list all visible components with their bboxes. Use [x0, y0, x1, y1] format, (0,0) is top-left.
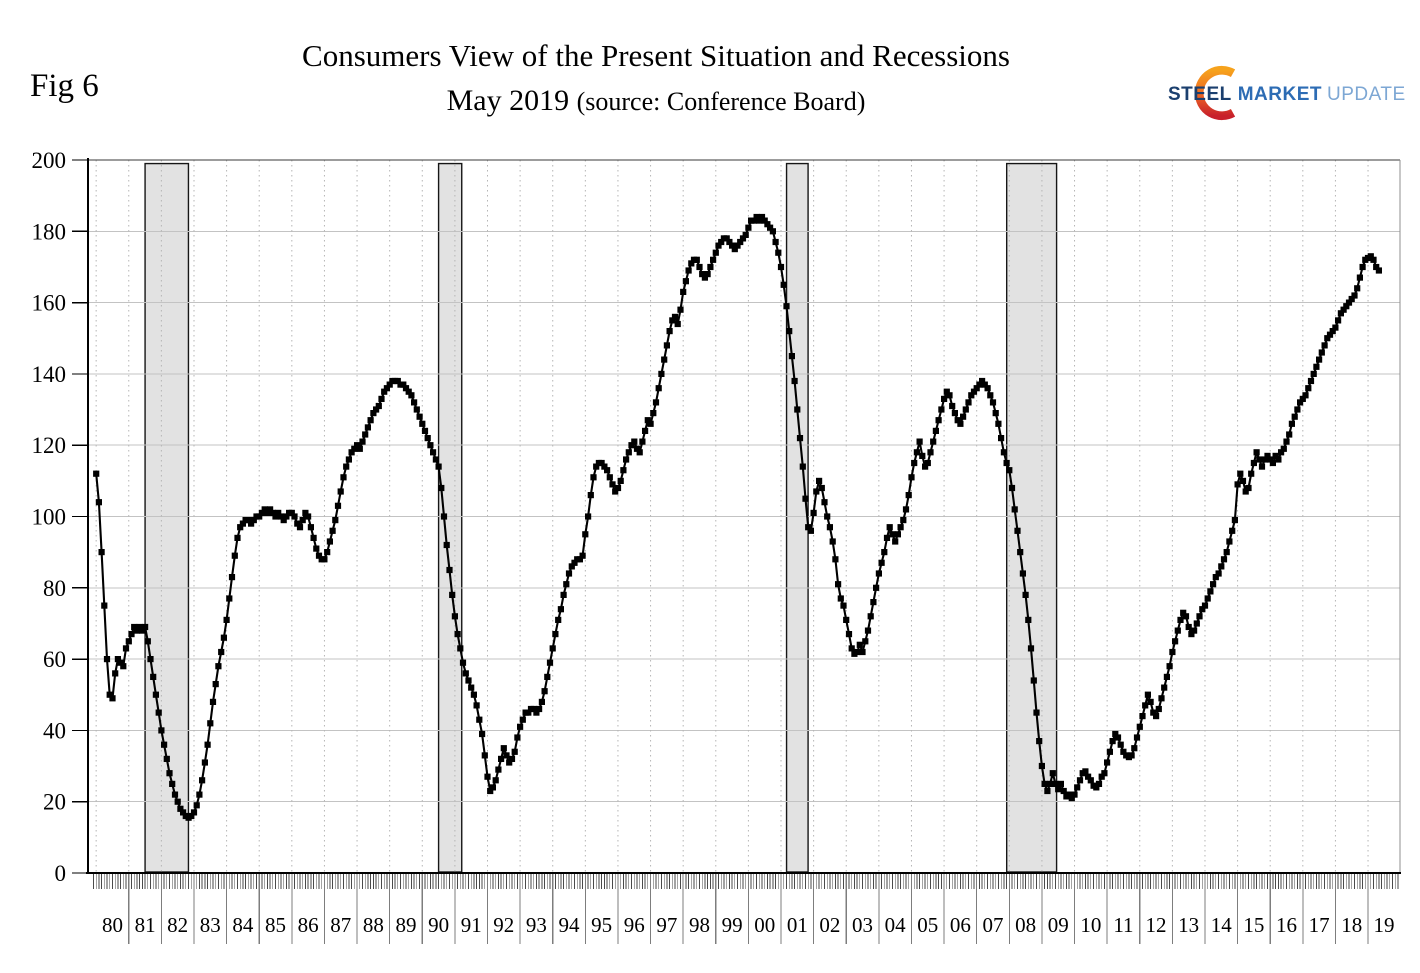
month-tick-comb: [93, 874, 1399, 889]
chart-title: Consumers View of the Present Situation …: [302, 38, 1010, 73]
horizontal-gridlines: [88, 230, 1400, 803]
x-tick-label: 05: [917, 913, 938, 937]
x-tick-label: 13: [1178, 913, 1199, 937]
x-tick-label: 83: [200, 913, 221, 937]
recession-band: [785, 162, 809, 873]
x-tick-label: 06: [950, 913, 971, 937]
recession-band: [144, 162, 190, 873]
x-tick-label: 08: [1015, 913, 1036, 937]
x-tick-label: 19: [1374, 913, 1395, 937]
smu-logo: STEEL MARKET UPDATE: [1168, 64, 1405, 124]
recession-band: [1005, 162, 1058, 873]
x-tick-label: 98: [689, 913, 710, 937]
y-tick-label: 0: [55, 861, 67, 886]
logo-word-market: MARKET: [1237, 84, 1323, 105]
x-tick-label: 91: [461, 913, 482, 937]
x-tick-label: 88: [363, 913, 384, 937]
y-tick-label: 40: [43, 718, 66, 743]
y-tick-label: 160: [32, 291, 67, 316]
x-axis-labels: 80 81 82 83 84 85 86 87 88 89 90 91 92 93 94 95 96 97 98 99…: [102, 874, 1395, 944]
x-tick-label: 93: [526, 913, 547, 937]
x-tick-label: 86: [298, 913, 319, 937]
x-tick-label: 94: [559, 913, 581, 937]
logo-word-steel: STEEL: [1168, 84, 1232, 105]
x-tick-label: 16: [1276, 913, 1297, 937]
x-tick-label: 14: [1211, 913, 1233, 937]
plot-frame: [86, 158, 1401, 874]
y-tick-label: 200: [32, 148, 67, 173]
x-tick-label: 95: [591, 913, 612, 937]
x-tick-label: 10: [1080, 913, 1101, 937]
x-tick-label: 92: [493, 913, 514, 937]
x-tick-label: 97: [656, 913, 677, 937]
y-tick-label: 140: [32, 362, 67, 387]
chart-subtitle-source: (source: Conference Board): [576, 86, 866, 116]
x-tick-label: 15: [1243, 913, 1264, 937]
x-tick-label: 90: [428, 913, 449, 937]
x-tick-label: 09: [1048, 913, 1069, 937]
y-tick-label: 80: [43, 576, 66, 601]
chart-subtitle-date: May 2019: [446, 83, 577, 117]
x-tick-label: 96: [624, 913, 645, 937]
y-tick-label: 60: [43, 647, 66, 672]
x-tick-label: 89: [395, 913, 416, 937]
data-markers: [93, 213, 1382, 821]
x-tick-label: 01: [787, 913, 808, 937]
x-tick-label: 02: [819, 913, 840, 937]
chart-title-block: Consumers View of the Present Situation …: [0, 34, 1312, 122]
x-tick-label: 85: [265, 913, 286, 937]
x-tick-label: 11: [1113, 913, 1133, 937]
x-tick-label: 18: [1341, 913, 1362, 937]
x-tick-label: 12: [1146, 913, 1167, 937]
y-tick-label: 100: [32, 505, 67, 530]
y-axis-labels: 0 20 40 60 80 100 120 140 160 180 200: [32, 148, 87, 886]
x-tick-label: 17: [1309, 913, 1330, 937]
logo-text: STEEL MARKET UPDATE: [1168, 84, 1405, 106]
x-tick-label: 07: [982, 913, 1003, 937]
figure-number-label: Fig 6: [30, 68, 99, 104]
x-tick-label: 00: [754, 913, 775, 937]
x-tick-label: 99: [722, 913, 743, 937]
chart-subtitle: May 2019 (source: Conference Board): [0, 79, 1312, 123]
logo-swoosh-icon: [1194, 65, 1236, 121]
x-tick-label: 82: [167, 913, 188, 937]
y-tick-label: 180: [32, 219, 67, 244]
x-tick-label: 80: [102, 913, 123, 937]
x-tick-label: 81: [135, 913, 156, 937]
y-tick-label: 120: [32, 433, 67, 458]
y-tick-label: 20: [43, 790, 66, 815]
x-tick-label: 03: [852, 913, 873, 937]
x-tick-label: 84: [232, 913, 254, 937]
logo-word-update: UPDATE: [1327, 84, 1406, 105]
x-tick-label: 04: [885, 913, 907, 937]
x-tick-label: 87: [330, 913, 351, 937]
